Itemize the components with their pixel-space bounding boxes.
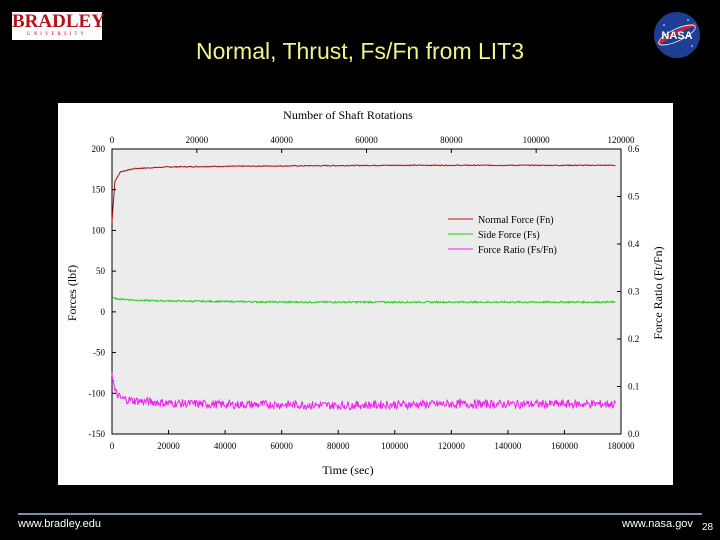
y2-tick-label: 0.2 — [628, 334, 639, 344]
x-tick-label: 180000 — [608, 441, 636, 451]
legend-normal-force: Normal Force (Fn) — [478, 215, 554, 226]
y2-tick-label: 0.1 — [628, 382, 639, 392]
x-tick-label: 20000 — [157, 441, 180, 451]
y2-tick-label: 0.5 — [628, 192, 640, 202]
x-tick-label: 40000 — [214, 441, 237, 451]
bradley-logo-word: BRADLEY — [12, 11, 105, 32]
legend-force-ratio: Force Ratio (Fs/Fn) — [478, 245, 557, 256]
force-chart: 0 20000 40000 60000 80000 100000 120000 140000 1… — [65, 108, 665, 477]
y2-tick-label: 0.6 — [628, 144, 640, 154]
top-tick-label: 100000 — [523, 135, 551, 145]
x-tick-label: 60000 — [270, 441, 293, 451]
plot-frame: 0 20000 40000 60000 80000 100000 120000 140000 1… — [58, 103, 673, 485]
y-tick-label: 100 — [92, 225, 106, 235]
y-tick-label: -50 — [93, 348, 105, 358]
legend: Normal Force (Fn) Side Force (Fs) Force … — [448, 215, 557, 256]
legend-side-force: Side Force (Fs) — [478, 230, 540, 241]
footer-bradley-url[interactable]: www.bradley.edu — [18, 518, 101, 530]
nasa-logo: NASA — [654, 12, 700, 58]
y2-tick-label: 0.0 — [628, 429, 640, 439]
y-tick-label: -150 — [89, 429, 106, 439]
footer-nasa-url[interactable]: www.nasa.gov — [622, 518, 693, 530]
series-line-1 — [111, 164, 616, 223]
top-tick-label: 40000 — [270, 135, 293, 145]
x-axis-label: Time (sec) — [322, 463, 373, 477]
x-tick-label: 140000 — [494, 441, 522, 451]
top-tick-label: 80000 — [440, 135, 463, 145]
x-tick-label: 120000 — [438, 441, 466, 451]
bradley-logo: BRADLEY UNIVERSITY — [12, 11, 105, 40]
x-tick-label: 100000 — [381, 441, 409, 451]
nasa-logo-text: NASA — [661, 30, 692, 42]
series-line-3 — [111, 372, 616, 411]
plot-area — [111, 148, 622, 435]
y-tick-label: -100 — [89, 388, 106, 398]
footer-divider — [18, 513, 702, 515]
bradley-logo-sub: UNIVERSITY — [27, 32, 87, 37]
y-tick-label: 50 — [96, 266, 106, 276]
top-axis-title: Number of Shaft Rotations — [283, 108, 413, 122]
y2-tick-label: 0.3 — [628, 287, 640, 297]
y2-axis-label: Force Ratio (Ft/Fn) — [651, 246, 665, 339]
y-tick-label: 200 — [92, 144, 106, 154]
x-tick-label: 160000 — [551, 441, 579, 451]
top-tick-label: 0 — [110, 135, 115, 145]
top-tick-label: 120000 — [608, 135, 636, 145]
series-line-2 — [112, 296, 616, 305]
y2-tick-label: 0.4 — [628, 239, 640, 249]
slide-title: Normal, Thrust, Fs/Fn from LIT3 — [195, 38, 525, 64]
top-tick-label: 20000 — [186, 135, 209, 145]
page-number: 28 — [702, 522, 714, 533]
y-tick-label: 150 — [92, 185, 106, 195]
top-tick-label: 60000 — [355, 135, 378, 145]
y-axis-label: Forces (lbf) — [65, 265, 79, 321]
y-tick-label: 0 — [101, 307, 106, 317]
x-tick-label: 0 — [110, 441, 115, 451]
x-tick-label: 80000 — [327, 441, 350, 451]
